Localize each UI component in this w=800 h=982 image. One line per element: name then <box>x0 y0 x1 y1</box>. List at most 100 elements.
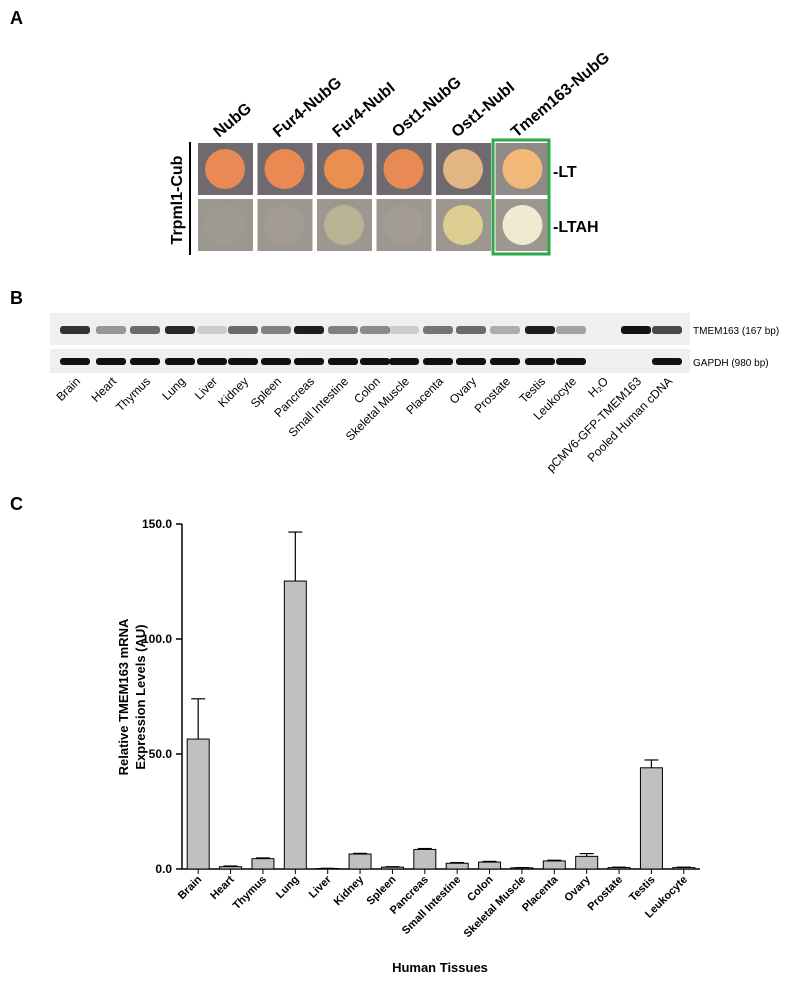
gel-band <box>328 358 358 365</box>
gel-band <box>294 326 324 334</box>
x-tick-label: Brain <box>176 873 205 902</box>
lane-label: Heart <box>88 374 119 405</box>
colony <box>383 205 424 245</box>
colony <box>502 205 543 245</box>
row-label: -LTAH <box>553 219 599 236</box>
lane-label: Kidney <box>215 374 251 410</box>
colony <box>502 149 543 189</box>
panel-label: A <box>10 8 23 28</box>
y-tick-label: 50.0 <box>149 747 173 761</box>
y-tick-label: 150.0 <box>142 517 172 531</box>
gel-band <box>621 326 651 334</box>
row-group: Trpml1-Cub <box>169 155 186 244</box>
gel-band <box>294 358 324 365</box>
gel-band <box>130 358 160 365</box>
gel-band <box>228 358 258 365</box>
gel-band <box>456 358 486 365</box>
gel-band <box>389 326 419 334</box>
lane-label: Lung <box>159 374 188 403</box>
gel-band <box>490 358 520 365</box>
bar <box>445 862 469 870</box>
lane-label: Prostate <box>472 374 514 416</box>
bar <box>251 858 275 870</box>
colony <box>443 149 483 189</box>
gel-band <box>490 326 520 334</box>
bar <box>510 867 534 870</box>
gel-band <box>525 326 555 334</box>
gel-band <box>228 326 258 334</box>
panel-label: C <box>10 494 23 514</box>
gel-band <box>197 358 227 365</box>
gel-band <box>652 358 682 365</box>
bar <box>639 767 663 870</box>
bar <box>672 867 696 870</box>
x-tick-label: Kidney <box>332 873 367 908</box>
band-label: GAPDH (980 bp) <box>693 358 769 369</box>
x-tick-label: Prostate <box>586 874 626 914</box>
gel-band <box>165 358 195 365</box>
bar <box>478 861 502 870</box>
gel-band <box>328 326 358 334</box>
gel-band <box>165 326 195 334</box>
gel-band <box>261 358 291 365</box>
bar <box>542 860 566 870</box>
gel-band <box>456 326 486 334</box>
bar <box>380 866 404 870</box>
x-axis-label: Human Tissues <box>392 960 488 975</box>
column-label: NubG <box>211 100 255 141</box>
bar <box>219 866 243 870</box>
gel-band <box>261 326 291 334</box>
column-label: Tmem163-NubG <box>508 49 613 141</box>
gel-band <box>556 358 586 365</box>
lane-label: Small Intestine <box>286 374 352 440</box>
panel-label: B <box>10 288 23 308</box>
colony <box>383 149 424 189</box>
gel-band <box>60 326 90 334</box>
x-tick-label: Colon <box>465 873 496 904</box>
gel-band <box>556 326 586 334</box>
colony <box>205 149 245 189</box>
band-label: TMEM163 (167 bp) <box>693 326 779 337</box>
y-tick-label: 0.0 <box>155 862 172 876</box>
colony <box>324 205 364 245</box>
lane-label: Placenta <box>403 374 446 417</box>
gel-band <box>197 326 227 334</box>
gel-band <box>96 358 126 365</box>
gel-band <box>423 326 453 334</box>
x-tick-label: Heart <box>208 873 237 902</box>
colony <box>324 149 364 189</box>
x-tick-label: Placenta <box>520 873 561 914</box>
bar <box>607 867 631 870</box>
bar <box>186 738 210 870</box>
bar <box>283 580 307 870</box>
gel-band <box>525 358 555 365</box>
gel-band <box>389 358 419 365</box>
x-tick-label: Skeletal Muscle <box>462 874 528 940</box>
gel-band <box>130 326 160 334</box>
gel-band <box>423 358 453 365</box>
x-tick-label: Testis <box>627 874 657 904</box>
y-tick-label: 100.0 <box>142 632 172 646</box>
y-axis-label: Relative TMEM163 mRNA <box>116 618 131 775</box>
colony <box>264 149 305 189</box>
x-tick-label: Ovary <box>562 873 593 904</box>
bar <box>413 848 437 870</box>
gel-band <box>360 358 390 365</box>
bar <box>575 855 599 870</box>
gel-band <box>652 326 682 334</box>
colony <box>443 205 483 245</box>
colony <box>264 205 305 245</box>
x-tick-label: Liver <box>307 873 335 901</box>
x-tick-label: Lung <box>274 874 301 901</box>
highlight-box <box>491 138 551 256</box>
lane-label: Thymus <box>113 374 153 414</box>
gel-band <box>60 358 90 365</box>
gel-band <box>360 326 390 334</box>
colony <box>205 205 245 245</box>
lane-label: H₂O <box>585 374 611 400</box>
gel-band <box>96 326 126 334</box>
lane-label: Brain <box>53 374 83 404</box>
x-tick-label: Thymus <box>231 874 269 912</box>
x-tick-label: Small Intestine <box>400 874 463 937</box>
